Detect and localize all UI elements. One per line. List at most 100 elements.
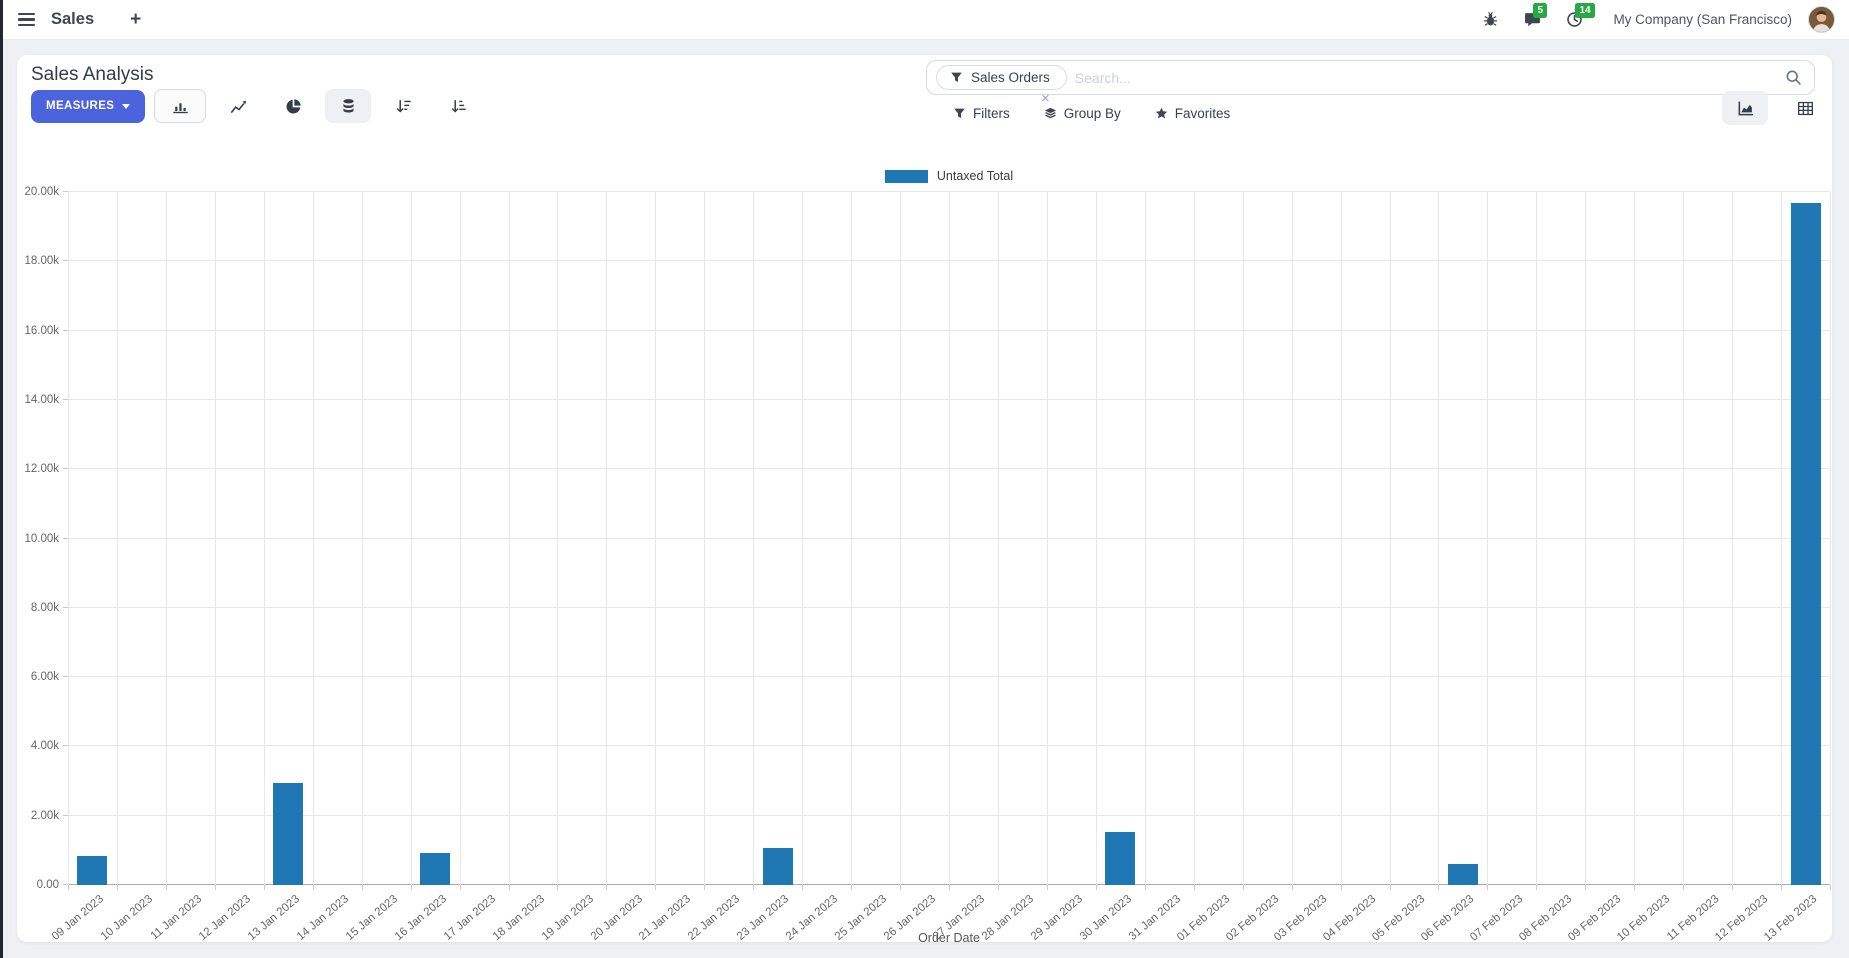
gridline-vertical [312, 192, 314, 885]
x-tick-mark [802, 885, 804, 890]
sort-ascending-button[interactable] [435, 89, 481, 123]
x-tick-mark [361, 885, 363, 890]
gridline-vertical [410, 192, 412, 885]
sort-amount-up-icon [451, 99, 466, 113]
x-tick-mark [655, 885, 657, 890]
pivot-view-button[interactable] [1782, 91, 1828, 125]
gridline-vertical [1781, 192, 1783, 885]
y-tick-label: 0.00 [36, 879, 59, 891]
gridline-vertical [1830, 192, 1831, 885]
graph-view-button[interactable] [1722, 91, 1768, 125]
x-tick-mark [508, 885, 510, 890]
gridline-vertical [1732, 192, 1734, 885]
gridline-vertical [1144, 192, 1146, 885]
measures-button[interactable]: MEASURES [31, 89, 146, 123]
caret-down-icon [122, 103, 131, 109]
x-tick-mark [753, 885, 755, 890]
view-switcher [1722, 91, 1828, 125]
line-chart-icon [230, 100, 247, 113]
gridline-vertical [1291, 192, 1293, 885]
chart-bar-23-jan-2023[interactable] [762, 847, 793, 885]
x-tick-mark [1193, 885, 1195, 890]
search-facet-sales-orders[interactable]: Sales Orders [936, 65, 1067, 90]
activities-count-badge: 14 [1575, 2, 1595, 18]
y-tick-label: 18.00k [24, 255, 59, 268]
legend-label: Untaxed Total [936, 169, 1014, 183]
gridline-vertical [214, 192, 216, 885]
chart-bar-06-feb-2023[interactable] [1447, 863, 1478, 885]
chart-bar-13-feb-2023[interactable] [1790, 203, 1821, 885]
x-tick-mark [165, 885, 167, 890]
chart-bar-30-jan-2023[interactable] [1105, 832, 1136, 885]
chart-bar-13-jan-2023[interactable] [273, 782, 304, 885]
pie-chart-icon [286, 98, 301, 113]
y-tick-mark [63, 606, 68, 608]
gridline-vertical [1095, 192, 1097, 885]
x-tick-mark [900, 885, 902, 890]
search-icon[interactable] [1785, 69, 1802, 86]
gridline-vertical [1340, 192, 1342, 885]
x-tick-mark [557, 885, 559, 890]
sort-descending-button[interactable] [380, 89, 426, 123]
filters-button[interactable]: Filters [953, 106, 1010, 121]
stacked-toggle-button[interactable] [325, 89, 372, 123]
x-tick-mark [1095, 885, 1097, 890]
y-tick-mark [63, 884, 68, 885]
chart-bar-09-jan-2023[interactable] [77, 855, 108, 885]
gridline-horizontal [68, 191, 1830, 192]
x-tick-mark [1046, 885, 1048, 890]
filter-funnel-icon [951, 72, 962, 82]
search-input[interactable] [1074, 69, 1785, 86]
group-by-button[interactable]: Group By [1044, 106, 1121, 121]
bar-chart-icon [173, 102, 188, 113]
y-tick-label: 10.00k [24, 532, 59, 545]
x-tick-mark [1144, 885, 1146, 890]
gridline-vertical [1585, 192, 1587, 885]
chart-legend[interactable]: Untaxed Total [68, 169, 1830, 183]
y-tick-mark [63, 814, 68, 816]
gridline-vertical [851, 192, 853, 885]
facet-remove-icon[interactable]: × [1041, 90, 1050, 107]
gridline-vertical [68, 192, 69, 885]
pie-chart-mode-button[interactable] [270, 89, 316, 123]
line-chart-mode-button[interactable] [215, 89, 261, 123]
y-tick-mark [63, 745, 68, 747]
y-tick-label: 12.00k [24, 463, 59, 476]
gridline-vertical [263, 192, 265, 885]
y-tick-mark [63, 468, 68, 470]
new-tab-button[interactable]: + [130, 8, 142, 30]
gridline-vertical [802, 192, 804, 885]
x-tick-mark [1291, 885, 1293, 890]
search-options-row: Filters Group By Favorites [953, 106, 1230, 121]
x-tick-mark [606, 885, 608, 890]
x-tick-mark [68, 885, 69, 890]
top-navbar: Sales + 5 14 My Company (San Francisco) [0, 0, 1849, 40]
favorites-button[interactable]: Favorites [1155, 106, 1230, 121]
x-tick-mark [1389, 885, 1391, 890]
y-tick-label: 20.00k [24, 186, 59, 198]
gridline-vertical [1487, 192, 1489, 885]
gridline-vertical [1438, 192, 1440, 885]
company-switcher[interactable]: My Company (San Francisco) [1613, 12, 1792, 27]
user-avatar[interactable] [1808, 6, 1835, 33]
legend-swatch [884, 169, 928, 183]
sort-amount-down-icon [396, 99, 411, 113]
bar-chart-mode-button[interactable] [154, 89, 207, 123]
x-tick-mark [1438, 885, 1440, 890]
apps-menu-icon[interactable] [16, 9, 37, 30]
activities-button[interactable]: 14 [1557, 2, 1595, 35]
gridline-vertical [606, 192, 608, 885]
gridline-vertical [1193, 192, 1195, 885]
x-tick-mark [1536, 885, 1538, 890]
gridline-vertical [1536, 192, 1538, 885]
messages-button[interactable]: 5 [1515, 2, 1549, 35]
debug-bug-icon[interactable] [1473, 5, 1507, 35]
gridline-vertical [753, 192, 755, 885]
x-tick-mark [949, 885, 950, 890]
gridline-vertical [361, 192, 363, 885]
chart: Untaxed Total 0.00 2.00k 4.00k 6.00k 8.00k 10… [17, 165, 1832, 945]
app-name[interactable]: Sales [51, 9, 95, 28]
x-tick-mark [1732, 885, 1734, 890]
chart-bar-16-jan-2023[interactable] [420, 852, 451, 885]
database-stack-icon [343, 98, 354, 112]
